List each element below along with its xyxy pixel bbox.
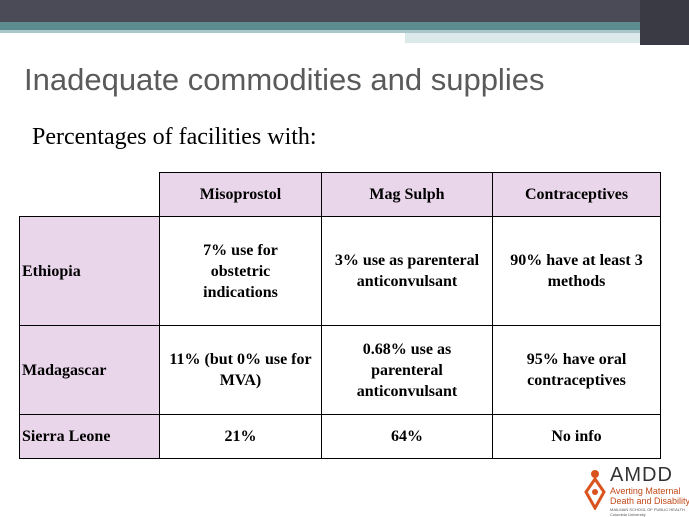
- logo-line: Averting Maternal: [610, 486, 681, 496]
- cell: 7% use for obstetric indications: [159, 216, 322, 326]
- cell: 0.68% use as parenteral anticonvulsant: [321, 325, 493, 415]
- logo-line: Death and Disability: [610, 496, 689, 506]
- logo-name: AMDD: [610, 464, 673, 486]
- header-stripe: [405, 33, 689, 43]
- row-header: Madagascar: [19, 325, 160, 415]
- column-header: Contraceptives: [492, 172, 661, 217]
- column-header: Misoprostol: [159, 172, 322, 217]
- cell: 11% (but 0% use for MVA): [159, 325, 322, 415]
- cell: No info: [492, 414, 661, 459]
- corner-cell: [19, 172, 160, 217]
- header-stripe: [0, 22, 689, 30]
- row-header: Ethiopia: [19, 216, 160, 326]
- cell: 90% have at least 3 methods: [492, 216, 661, 326]
- header-stripe: [0, 30, 689, 33]
- logo-line: MAILMAN SCHOOL OF PUBLIC HEALTH: [610, 507, 685, 512]
- data-table: Misoprostol Mag Sulph Contraceptives Eth…: [19, 172, 661, 459]
- row-header: Sierra Leone: [19, 414, 160, 459]
- cell: 64%: [321, 414, 493, 459]
- header-corner: [640, 0, 689, 45]
- cell: 21%: [159, 414, 322, 459]
- header-row: Misoprostol Mag Sulph Contraceptives: [19, 172, 661, 217]
- row: Madagascar 11% (but 0% use for MVA) 0.68…: [19, 325, 661, 415]
- cell: 3% use as parenteral anticonvulsant: [321, 216, 493, 326]
- title: Inadequate commodities and supplies: [24, 62, 545, 97]
- column-header: Mag Sulph: [321, 172, 493, 217]
- logo-mark: [584, 470, 606, 510]
- cell: 95% have oral contraceptives: [492, 325, 661, 415]
- header-band: [0, 0, 689, 22]
- subtitle: Percentages of facilities with:: [32, 124, 317, 150]
- row: Sierra Leone 21% 64% No info: [19, 414, 661, 459]
- row: Ethiopia 7% use for obstetric indication…: [19, 216, 661, 326]
- logo-line: Columbia University: [610, 512, 646, 517]
